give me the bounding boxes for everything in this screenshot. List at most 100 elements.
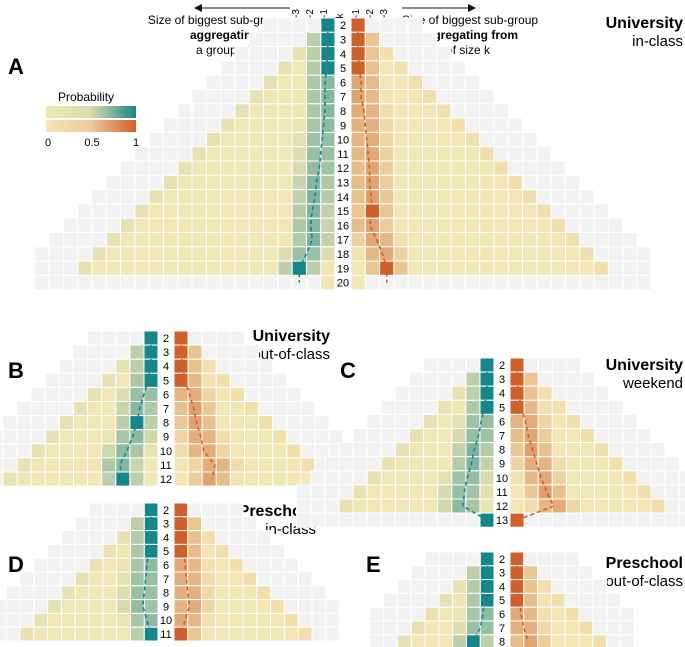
disaggregating-cell <box>436 131 452 148</box>
disaggregating-cell <box>664 456 680 472</box>
disaggregating-cell <box>536 174 552 191</box>
aggregating-cell <box>291 17 307 33</box>
disaggregating-cell <box>523 357 539 373</box>
disaggregating-cell <box>286 386 302 402</box>
aggregating-cell <box>120 189 136 205</box>
aggregating-cell <box>58 415 74 431</box>
aggregating-cell <box>248 274 264 291</box>
k-label: 7 <box>163 403 169 415</box>
disaggregating-cell <box>580 470 596 486</box>
disaggregating-cell <box>407 31 424 48</box>
header-left-line-1: Size of biggest sub-group <box>148 13 284 27</box>
disaggregating-cell <box>606 606 621 622</box>
aggregating-cell <box>234 203 250 219</box>
disaggregating-cell <box>464 146 481 162</box>
aggregating-cell <box>129 626 145 642</box>
disaggregating-cell <box>507 189 524 205</box>
disaggregating-cell <box>479 260 495 276</box>
disaggregating-cell <box>436 146 452 162</box>
aggregating-cell <box>105 203 121 219</box>
disaggregating-cell <box>283 626 299 642</box>
aggregating-cell <box>394 385 410 401</box>
aggregating-cell <box>234 232 250 248</box>
aggregating-cell <box>234 160 250 176</box>
disaggregating-cell <box>201 571 216 587</box>
disaggregating-cell <box>464 274 481 291</box>
aggregating-cell <box>101 386 117 402</box>
disaggregating-cell <box>564 634 580 647</box>
disaggregating-cell <box>507 217 524 233</box>
aggregating-cell <box>105 260 121 276</box>
aggregating-cell <box>129 471 145 487</box>
aggregating-cell <box>380 512 396 528</box>
aggregating-cell <box>16 401 32 417</box>
disaggregating-mean-line <box>357 25 388 283</box>
disaggregating-cell <box>364 89 381 105</box>
disaggregating-cell <box>565 470 582 486</box>
aggregating-cell <box>2 443 18 459</box>
disaggregating-cell <box>187 626 203 642</box>
aggregating-cell <box>44 415 60 431</box>
panel-label-a: A <box>8 54 24 79</box>
aggregating-cell <box>177 189 193 205</box>
aggregating-cell <box>143 585 159 601</box>
aggregating-cell <box>423 371 439 387</box>
aggregating-cell <box>220 203 236 219</box>
aggregating-cell <box>87 372 103 388</box>
aggregating-cell <box>408 442 424 458</box>
aggregating-cell <box>291 189 307 205</box>
aggregating-cell <box>277 117 293 133</box>
aggregating-cell <box>437 399 453 415</box>
aggregating-cell <box>438 634 454 647</box>
aggregating-cell <box>383 592 398 608</box>
disaggregating-cell <box>537 442 553 458</box>
aggregating-cell <box>44 372 60 388</box>
aggregating-cell <box>129 530 145 545</box>
disaggregating-cell <box>509 606 525 622</box>
disaggregating-cell <box>622 246 638 262</box>
disaggregating-cell <box>450 131 466 148</box>
aggregating-cell <box>410 579 426 594</box>
disaggregating-cell <box>537 385 553 401</box>
aggregating-cell <box>465 399 481 415</box>
disaggregating-cell <box>536 246 552 262</box>
aggregating-cell <box>423 413 439 429</box>
aggregating-cell <box>410 634 426 647</box>
aggregating-cell <box>234 74 250 90</box>
disaggregating-cell <box>523 385 539 401</box>
aggregating-cell <box>263 146 279 162</box>
disaggregating-cell <box>551 498 567 514</box>
disaggregating-cell <box>407 246 424 262</box>
aggregating-cell <box>437 442 453 458</box>
k-label: 8 <box>340 106 346 118</box>
aggregating-cell <box>234 189 250 205</box>
disaggregating-cell <box>580 498 596 514</box>
disaggregating-cell <box>464 74 481 90</box>
aggregating-cell <box>234 260 250 276</box>
disaggregating-cell <box>622 274 638 291</box>
disaggregating-cell <box>507 260 524 276</box>
aggregating-cell <box>220 174 236 191</box>
aggregating-cell <box>310 512 326 528</box>
disaggregating-cell <box>201 530 216 545</box>
aggregating-cell <box>30 429 46 445</box>
aggregating-cell <box>19 571 35 587</box>
aggregating-cell <box>62 232 79 248</box>
aggregating-cell <box>277 274 293 291</box>
aggregating-cell <box>248 89 264 105</box>
aggregating-cell <box>248 174 264 191</box>
disaggregating-cell <box>592 579 608 594</box>
aggregating-cell <box>88 571 104 587</box>
aggregating-cell <box>423 442 439 458</box>
aggregating-cell <box>72 415 89 431</box>
disaggregating-cell <box>393 89 409 105</box>
k-label: 9 <box>163 601 169 613</box>
k-label: 8 <box>163 418 169 430</box>
k-label: 10 <box>160 615 172 627</box>
aggregating-cell <box>263 160 279 176</box>
disaggregating-cell <box>436 246 452 262</box>
aggregating-cell <box>248 117 264 133</box>
aggregating-cell <box>320 160 336 176</box>
disaggregating-cell <box>187 502 203 518</box>
aggregating-cell <box>234 246 250 262</box>
